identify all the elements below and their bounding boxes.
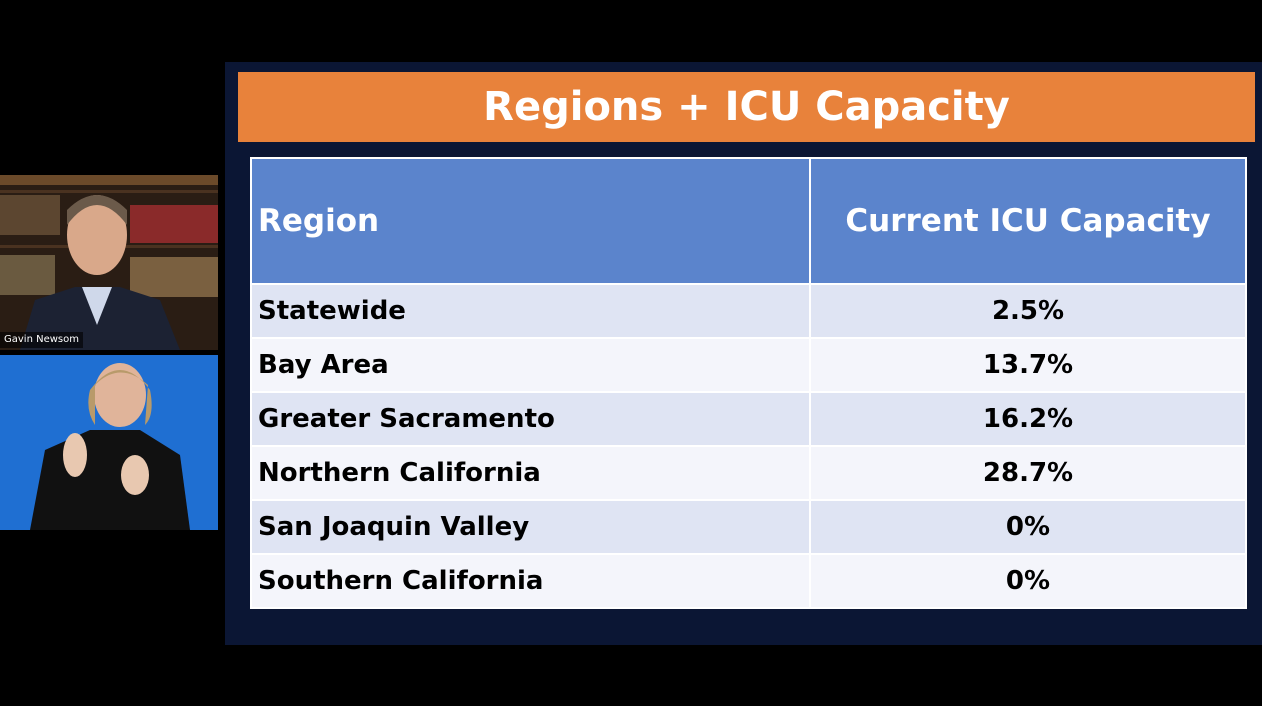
participant-name: Gavin Newsom	[0, 332, 83, 348]
slide: Regions + ICU Capacity Region Current ICU…	[225, 62, 1262, 645]
capacity-cell: 0%	[809, 553, 1247, 609]
video-frame	[30, 363, 190, 530]
region-cell: Southern California	[250, 553, 811, 609]
table-row: Bay Area 13.7%	[250, 337, 1247, 393]
video-tile[interactable]	[0, 175, 218, 350]
table-row: Statewide 2.5%	[250, 283, 1247, 339]
region-cell: Statewide	[250, 283, 811, 339]
capacity-cell: 13.7%	[809, 337, 1247, 393]
region-cell: Greater Sacramento	[250, 391, 811, 447]
table-body: Statewide 2.5% Bay Area 13.7% Greater Sacram…	[250, 283, 1247, 609]
capacity-cell: 0%	[809, 499, 1247, 555]
capacity-cell: 16.2%	[809, 391, 1247, 447]
data-table: Region Current ICU Capacity Statewide 2.5%…	[250, 157, 1247, 609]
capacity-cell: 28.7%	[809, 445, 1247, 501]
region-cell: Bay Area	[250, 337, 811, 393]
table-row: Greater Sacramento 16.2%	[250, 391, 1247, 447]
video-tile[interactable]	[0, 355, 218, 530]
capacity-cell: 2.5%	[809, 283, 1247, 339]
table-row: Northern California 28.7%	[250, 445, 1247, 501]
region-cell: San Joaquin Valley	[250, 499, 811, 555]
header-cell: Current ICU Capacity	[809, 157, 1247, 285]
slide-title: Regions + ICU Capacity	[238, 72, 1255, 142]
table-header: Region Current ICU Capacity	[250, 157, 1247, 285]
header-cell: Region	[250, 157, 811, 285]
table-row: Southern California 0%	[250, 553, 1247, 609]
region-cell: Northern California	[250, 445, 811, 501]
video-frame	[0, 175, 218, 350]
table-row: San Joaquin Valley 0%	[250, 499, 1247, 555]
